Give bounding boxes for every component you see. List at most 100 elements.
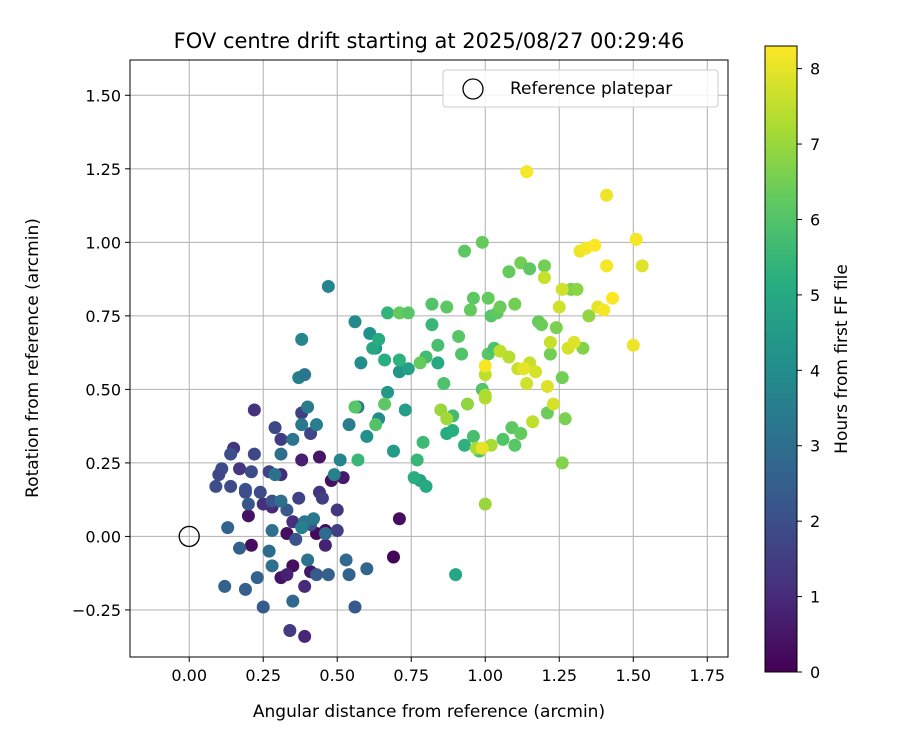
colorbar-tick-label: 0 (810, 663, 820, 682)
data-point (392, 512, 406, 526)
data-point (452, 329, 466, 343)
data-point (262, 544, 276, 558)
data-point (386, 550, 400, 564)
data-point (283, 624, 297, 638)
colorbar-tick-label: 1 (810, 588, 820, 607)
data-point (244, 465, 258, 479)
data-point (440, 412, 454, 426)
data-point (496, 432, 510, 446)
colorbar-tick-label: 5 (810, 286, 820, 305)
data-point (392, 306, 406, 320)
data-point (481, 291, 495, 305)
data-point (446, 424, 460, 438)
data-point (301, 400, 315, 414)
data-point (526, 415, 540, 429)
data-point (431, 356, 445, 370)
data-point (546, 397, 560, 411)
data-point (540, 379, 554, 393)
data-point (534, 318, 548, 332)
data-point (529, 365, 543, 379)
y-axis-label: Rotation from reference (arcmin) (23, 218, 43, 498)
data-point (635, 259, 649, 273)
data-point (351, 453, 365, 467)
data-point (298, 579, 312, 593)
x-tick-label: 1.50 (615, 666, 651, 685)
data-point (449, 568, 463, 582)
data-point (244, 538, 258, 552)
data-point (413, 356, 427, 370)
data-point (241, 509, 255, 523)
data-point (543, 335, 557, 349)
data-point (354, 356, 368, 370)
data-point (298, 368, 312, 382)
data-point (310, 418, 324, 432)
data-point (626, 338, 640, 352)
data-point (318, 526, 332, 540)
data-point (212, 468, 226, 482)
data-point (378, 397, 392, 411)
data-point (286, 594, 300, 608)
data-point (295, 453, 309, 467)
colorbar-tick-label: 6 (810, 210, 820, 229)
x-tick-label: 0.50 (319, 666, 355, 685)
data-point (298, 629, 312, 643)
data-point (360, 429, 374, 443)
data-point (233, 462, 247, 476)
data-point (381, 385, 395, 399)
x-tick-label: 0.75 (393, 666, 429, 685)
data-point (256, 600, 270, 614)
data-point (606, 291, 620, 305)
data-point (597, 303, 611, 317)
data-point (555, 371, 569, 385)
data-point (327, 468, 341, 482)
data-point (250, 571, 264, 585)
y-tick-label: 0.50 (85, 380, 121, 399)
data-point (221, 521, 235, 535)
data-point (458, 244, 472, 258)
data-point (348, 400, 362, 414)
data-point (549, 321, 563, 335)
data-point (247, 447, 261, 461)
data-point (378, 353, 392, 367)
data-point (321, 568, 335, 582)
data-point (224, 479, 238, 493)
data-point (558, 412, 572, 426)
data-point (381, 306, 395, 320)
data-point (253, 485, 267, 499)
data-point (514, 426, 528, 440)
data-point (555, 282, 569, 296)
data-point (437, 376, 451, 390)
data-point (265, 524, 279, 538)
y-tick-label: 0.75 (85, 307, 121, 326)
data-point (274, 494, 288, 508)
data-point (629, 232, 643, 246)
legend-label: Reference platepar (510, 79, 672, 99)
data-point (475, 441, 489, 455)
colorbar-tick-label: 7 (810, 135, 820, 154)
chart-title: FOV centre drift starting at 2025/08/27 … (174, 29, 685, 53)
y-tick-label: 1.25 (85, 160, 121, 179)
data-point (520, 376, 534, 390)
data-point (508, 438, 522, 452)
data-point (265, 559, 279, 573)
data-point (265, 494, 279, 508)
data-point (292, 491, 306, 505)
data-point (478, 359, 492, 373)
data-point (310, 568, 324, 582)
data-point (218, 579, 232, 593)
data-point (555, 456, 569, 470)
colorbar-label: Hours from first FF file (832, 264, 852, 454)
data-point (537, 259, 551, 273)
data-point (419, 479, 433, 493)
data-point (455, 347, 469, 361)
data-point (268, 421, 282, 435)
data-point (588, 238, 602, 252)
reference-marker (178, 525, 200, 548)
data-point (478, 388, 492, 402)
data-point (280, 568, 294, 582)
data-point (318, 538, 332, 552)
data-point (241, 497, 255, 511)
data-point (274, 447, 288, 461)
y-ticks: −0.25 0.00 0.25 0.50 0.75 1.00 1.25 1.50 (72, 86, 130, 620)
